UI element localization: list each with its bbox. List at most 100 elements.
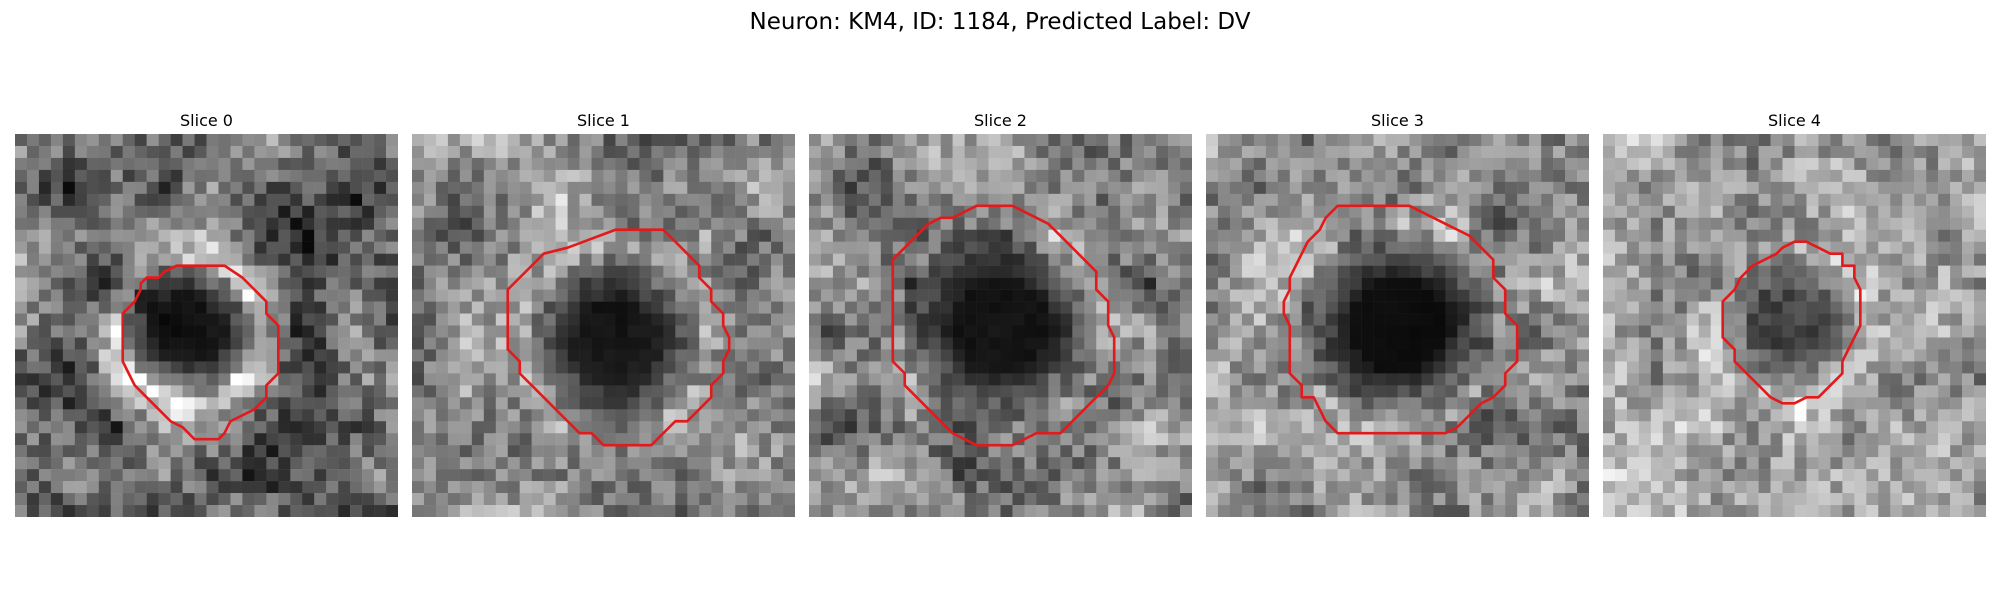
pixel (1698, 181, 1711, 195)
pixel (639, 361, 652, 374)
pixel (1553, 481, 1566, 494)
pixel (1926, 397, 1939, 410)
pixel (519, 469, 532, 482)
pixel (1421, 325, 1434, 338)
pixel (1481, 289, 1494, 302)
pixel (1072, 385, 1085, 398)
pixel (783, 397, 795, 410)
pixel (1096, 134, 1109, 147)
pixel (1854, 337, 1867, 350)
pixel (1830, 301, 1843, 314)
pixel (844, 337, 858, 350)
pixel (1265, 469, 1279, 482)
pixel (916, 313, 929, 326)
pixel (1385, 301, 1398, 314)
pixel (314, 301, 327, 314)
pixel (1096, 217, 1109, 230)
pixel (1782, 313, 1795, 326)
pixel (278, 301, 291, 314)
pixel (1217, 205, 1231, 219)
pixel (1842, 421, 1855, 434)
pixel (1433, 145, 1446, 159)
pixel (1974, 385, 1986, 398)
pixel (1144, 217, 1157, 230)
pixel (663, 193, 676, 207)
pixel (194, 373, 207, 386)
pixel (110, 265, 123, 278)
pixel (170, 493, 183, 506)
pixel (74, 313, 88, 326)
pixel (555, 277, 568, 290)
pixel (386, 253, 398, 266)
pixel (1553, 289, 1566, 302)
pixel (904, 373, 917, 386)
pixel (1541, 313, 1554, 326)
pixel (1974, 289, 1986, 302)
pixel (26, 385, 40, 398)
pixel (639, 325, 652, 338)
pixel (1241, 145, 1255, 159)
pixel (1168, 241, 1181, 254)
pixel (591, 181, 604, 195)
pixel (687, 373, 700, 386)
pixel (1409, 301, 1422, 314)
pixel (495, 145, 508, 159)
pixel (290, 277, 303, 290)
pixel (412, 505, 425, 517)
pixel (1373, 181, 1386, 195)
pixel (1325, 277, 1338, 290)
pixel (447, 193, 461, 207)
pixel (1529, 169, 1542, 183)
pixel (1156, 253, 1169, 266)
pixel (1974, 409, 1986, 422)
pixel (856, 421, 870, 434)
pixel (1144, 325, 1157, 338)
pixel (1132, 373, 1145, 386)
pixel (531, 361, 544, 374)
pixel (1674, 265, 1688, 278)
pixel (1084, 277, 1097, 290)
pixel (627, 325, 640, 338)
pixel (1253, 229, 1267, 242)
pixel (1638, 193, 1652, 207)
pixel (976, 253, 989, 266)
pixel (675, 313, 688, 326)
pixel (1782, 193, 1795, 207)
pixel (15, 433, 28, 446)
pixel (1878, 409, 1891, 422)
pixel (447, 373, 461, 386)
pixel (1301, 397, 1314, 410)
pixel (759, 349, 772, 362)
pixel (1072, 469, 1085, 482)
pixel (1361, 217, 1374, 230)
pixel (266, 445, 279, 458)
pixel (1806, 265, 1819, 278)
pixel (892, 145, 905, 159)
pixel (759, 265, 772, 278)
pixel (1433, 169, 1446, 183)
pixel (1553, 445, 1566, 458)
pixel (723, 181, 736, 195)
pixel (1626, 289, 1640, 302)
pixel (543, 205, 556, 219)
pixel (206, 217, 219, 230)
pixel (338, 313, 351, 326)
pixel (1229, 181, 1243, 195)
pixel (1060, 361, 1073, 374)
pixel (1108, 145, 1121, 159)
pixel (278, 373, 291, 386)
pixel (759, 217, 772, 230)
pixel (1036, 157, 1049, 171)
pixel (1301, 457, 1314, 470)
pixel (386, 469, 398, 482)
pixel (1385, 325, 1398, 338)
pixel (1541, 337, 1554, 350)
pixel (747, 265, 760, 278)
pixel (988, 193, 1001, 207)
pixel (1409, 493, 1422, 506)
pixel (122, 289, 135, 302)
pixel (1072, 433, 1085, 446)
pixel (290, 337, 303, 350)
pixel (1614, 289, 1628, 302)
pixel (206, 205, 219, 219)
